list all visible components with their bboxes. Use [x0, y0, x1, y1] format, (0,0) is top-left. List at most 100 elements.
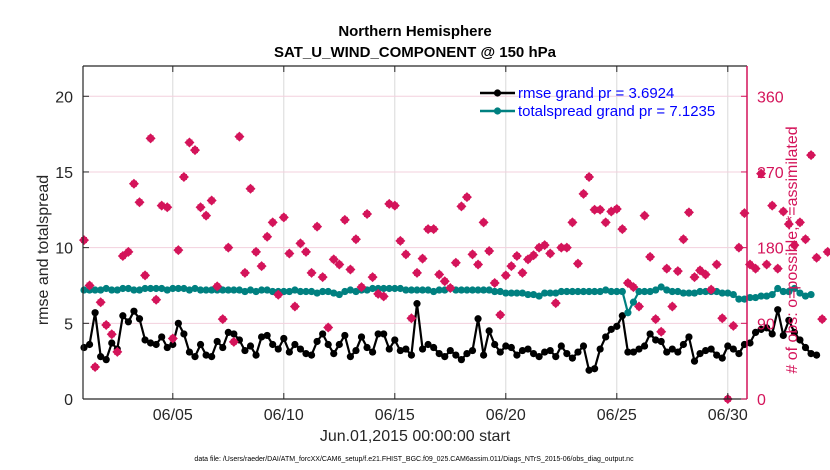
- totalspread-marker: [330, 289, 338, 297]
- obs-count-marker-core: [352, 236, 359, 243]
- rmse-marker: [80, 343, 88, 352]
- rmse-marker: [380, 330, 388, 338]
- obs-count-marker-core: [402, 251, 409, 258]
- rmse-marker: [685, 333, 693, 341]
- totalspread-marker: [235, 286, 243, 294]
- rmse-marker: [130, 307, 138, 315]
- rmse-marker: [463, 349, 471, 358]
- totalspread-marker: [524, 290, 532, 299]
- rmse-marker: [258, 333, 266, 341]
- rmse-marker: [219, 343, 227, 352]
- obs-count-marker-core: [652, 316, 659, 323]
- obs-count-marker-core: [241, 269, 248, 276]
- totalspread-marker: [319, 287, 327, 296]
- obs-count-marker-core: [247, 185, 254, 192]
- obs-count-marker-core: [125, 248, 132, 255]
- obs-count-marker-core: [708, 286, 715, 293]
- obs-count-marker-core: [669, 303, 676, 310]
- rmse-marker: [585, 366, 593, 374]
- rmse-marker: [668, 345, 676, 353]
- obs-count-marker-core: [153, 296, 160, 303]
- rmse-marker: [180, 330, 188, 338]
- y-tick-label: 10: [55, 241, 73, 258]
- obs-count-marker-core: [158, 202, 165, 209]
- totalspread-marker: [724, 289, 732, 297]
- obs-count-marker-core: [458, 203, 465, 210]
- obs-count-marker-core: [280, 214, 287, 221]
- totalspread-marker: [474, 286, 482, 294]
- obs-count-marker-core: [369, 274, 376, 281]
- rmse-marker: [663, 348, 671, 356]
- obs-count-marker-core: [364, 211, 371, 217]
- totalspread-marker: [335, 290, 343, 299]
- rmse-marker: [480, 351, 488, 359]
- series-layer: [79, 131, 830, 404]
- totalspread-marker: [396, 284, 404, 293]
- rmse-marker: [657, 337, 665, 346]
- totalspread-marker: [91, 286, 99, 294]
- rmse-marker: [263, 331, 271, 340]
- rmse-marker: [407, 351, 416, 359]
- obs-count-marker-core: [780, 208, 787, 215]
- totalspread-marker: [557, 287, 565, 296]
- obs-count-marker-core: [513, 253, 520, 260]
- obs-count-marker-core: [291, 303, 298, 310]
- totalspread-marker: [768, 290, 776, 299]
- obs-count-marker-core: [286, 250, 293, 257]
- rmse-marker: [396, 346, 404, 355]
- rmse-marker: [474, 315, 482, 323]
- totalspread-marker: [496, 287, 504, 296]
- y-tick-label: 20: [55, 89, 73, 106]
- obs-count-marker-core: [580, 190, 587, 197]
- rmse-marker: [629, 348, 638, 356]
- totalspread-marker: [291, 286, 299, 294]
- obs-count-marker-core: [791, 242, 798, 249]
- rmse-marker: [813, 351, 821, 359]
- obs-count-marker-core: [752, 265, 759, 272]
- obs-count-marker-core: [552, 300, 559, 307]
- obs-count-marker-core: [303, 248, 309, 255]
- totalspread-marker: [457, 286, 465, 294]
- obs-count-marker-core: [147, 135, 154, 142]
- rmse-marker: [418, 345, 427, 353]
- data-file-footer: data file: /Users/raeder/DAI/ATM_forcXX/…: [194, 456, 634, 463]
- rmse-marker: [774, 306, 782, 314]
- rmse-marker: [424, 340, 432, 349]
- totalspread-marker: [757, 292, 765, 300]
- obs-count-marker-core: [130, 180, 137, 187]
- rmse-marker: [596, 345, 604, 353]
- obs-count-marker-core: [563, 244, 570, 251]
- rmse-marker: [141, 336, 149, 344]
- totalspread-marker: [513, 289, 521, 297]
- totalspread-marker: [491, 287, 499, 296]
- totalspread-marker: [552, 289, 560, 297]
- obs-count-marker-core: [297, 240, 304, 247]
- obs-count-marker-core: [380, 293, 387, 300]
- obs-count-marker-core: [613, 205, 620, 212]
- y-tick-label: 5: [64, 316, 73, 333]
- totalspread-marker: [113, 286, 121, 294]
- y2-tick-label: 0: [757, 392, 766, 409]
- obs-count-marker-core: [702, 271, 709, 278]
- rmse-marker: [252, 351, 260, 359]
- obs-count-marker-core: [691, 274, 698, 281]
- totalspread-marker: [147, 284, 155, 293]
- rmse-marker: [302, 349, 310, 358]
- totalspread-marker: [241, 287, 249, 296]
- totalspread-marker: [735, 295, 743, 303]
- totalspread-marker: [652, 286, 660, 294]
- totalspread-marker: [108, 286, 116, 294]
- totalspread-marker: [302, 287, 310, 296]
- totalspread-marker: [430, 287, 438, 296]
- rmse-marker: [768, 330, 776, 338]
- obs-count-marker-core: [447, 285, 454, 291]
- totalspread-marker: [174, 284, 182, 293]
- totalspread-marker: [629, 298, 638, 306]
- rmse-marker: [757, 325, 765, 333]
- rmse-marker: [374, 330, 382, 338]
- obs-count-marker-core: [386, 200, 393, 207]
- totalspread-marker: [674, 287, 682, 296]
- totalspread-marker: [169, 284, 177, 293]
- totalspread-marker: [313, 289, 321, 297]
